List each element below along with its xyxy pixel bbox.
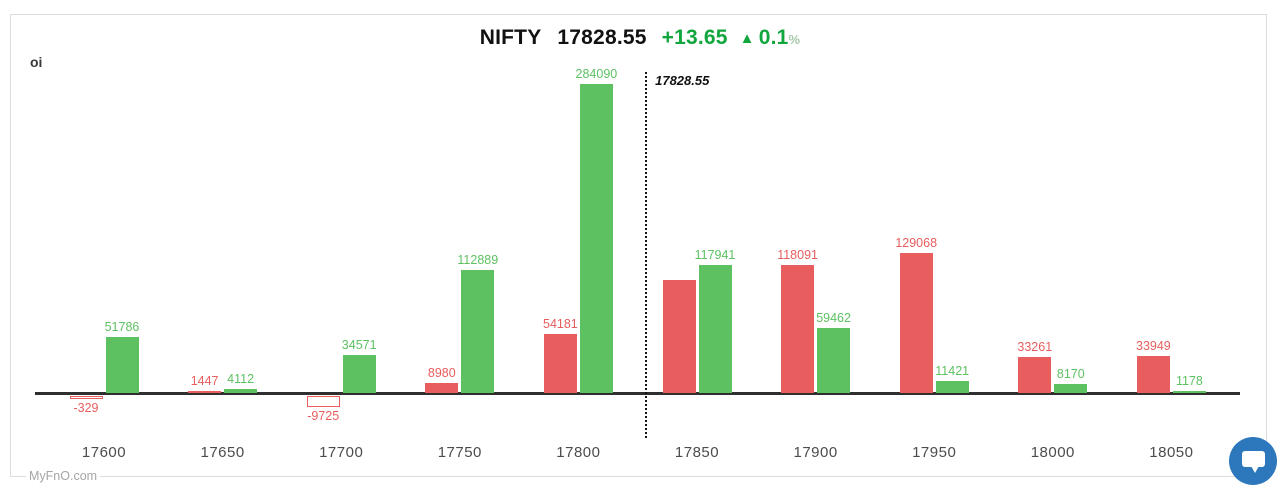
green-bar-17750 bbox=[461, 270, 495, 393]
red-bar-value-17950: 129068 bbox=[895, 235, 938, 250]
green-bar-17700 bbox=[342, 355, 376, 393]
spot-price-dotted-line bbox=[645, 72, 648, 438]
green-bar-17900 bbox=[817, 328, 851, 393]
chat-bubble-icon bbox=[1242, 451, 1265, 467]
red-bar-17650 bbox=[188, 391, 222, 393]
green-bar-17800 bbox=[579, 84, 613, 393]
green-bar-value-17850: 117941 bbox=[694, 247, 736, 262]
x-tick-17950: 17950 bbox=[912, 444, 957, 461]
red-bar-value-18000: 33261 bbox=[1017, 339, 1053, 354]
chat-bubble-tail-icon bbox=[1251, 466, 1259, 473]
red-bar-18000 bbox=[1018, 356, 1052, 393]
green-bar-17950 bbox=[935, 380, 969, 393]
green-bar-18000 bbox=[1054, 384, 1088, 393]
red-bar-17900 bbox=[781, 264, 815, 393]
green-bar-value-17650: 4112 bbox=[227, 371, 255, 386]
green-bar-18050 bbox=[1172, 391, 1206, 393]
green-bar-value-17600: 51786 bbox=[104, 319, 140, 334]
red-bar-value-18050: 33949 bbox=[1136, 339, 1171, 354]
green-bar-value-18000: 8170 bbox=[1056, 367, 1085, 382]
watermark-myfno: MyFnO.com bbox=[26, 469, 101, 483]
y-axis-label-oi: oi bbox=[30, 54, 43, 70]
green-bar-17650 bbox=[224, 388, 258, 393]
x-tick-17900: 17900 bbox=[793, 444, 838, 461]
x-tick-18050: 18050 bbox=[1149, 444, 1194, 461]
green-bar-value-17750: 112889 bbox=[457, 253, 499, 268]
price-change-percent: 0.1 bbox=[758, 26, 789, 49]
green-bar-17850 bbox=[698, 264, 732, 393]
green-bar-value-17900: 59462 bbox=[816, 311, 851, 326]
red-bar-17600 bbox=[69, 396, 103, 399]
up-arrow-icon: ▲ bbox=[739, 30, 755, 47]
red-bar-18050 bbox=[1136, 356, 1170, 393]
green-bar-value-17950: 11421 bbox=[935, 363, 970, 378]
x-tick-17750: 17750 bbox=[437, 444, 482, 461]
red-bar-17800 bbox=[543, 334, 577, 393]
x-tick-18000: 18000 bbox=[1030, 444, 1075, 461]
red-bar-value-17700: -9725 bbox=[307, 408, 340, 423]
green-bar-value-18050: 1178 bbox=[1175, 374, 1203, 388]
green-bar-value-17800: 284090 bbox=[575, 67, 618, 82]
red-bar-17750 bbox=[425, 383, 459, 393]
red-bar-17700 bbox=[306, 396, 340, 407]
x-tick-17650: 17650 bbox=[200, 444, 245, 461]
x-tick-17850: 17850 bbox=[674, 444, 720, 461]
red-bar-value-17600: -329 bbox=[73, 401, 99, 415]
x-tick-17800: 17800 bbox=[556, 444, 601, 461]
chart-card bbox=[10, 14, 1267, 477]
green-bar-value-17700: 34571 bbox=[341, 338, 377, 353]
red-bar-value-17800: 54181 bbox=[543, 317, 578, 332]
x-tick-17600: 17600 bbox=[81, 444, 127, 461]
red-bar-value-17900: 118091 bbox=[777, 247, 818, 262]
red-bar-17950 bbox=[899, 252, 933, 393]
percent-sign: % bbox=[788, 32, 801, 47]
spot-price: 17828.55 bbox=[557, 26, 647, 49]
red-bar-value-17650: 1447 bbox=[190, 374, 219, 388]
spot-price-line-label: 17828.55 bbox=[655, 73, 710, 88]
x-tick-17700: 17700 bbox=[319, 444, 364, 461]
symbol-name: NIFTY bbox=[479, 26, 542, 49]
red-bar-value-17750: 8980 bbox=[427, 366, 456, 381]
red-bar-17850 bbox=[662, 280, 696, 393]
price-change: +13.65 bbox=[661, 26, 728, 49]
x-axis-line bbox=[35, 392, 1240, 395]
chart-title: NIFTY 17828.55 +13.65 ▲ 0.1% bbox=[0, 26, 1280, 50]
chat-widget-button[interactable] bbox=[1229, 437, 1277, 485]
green-bar-17600 bbox=[105, 336, 139, 393]
